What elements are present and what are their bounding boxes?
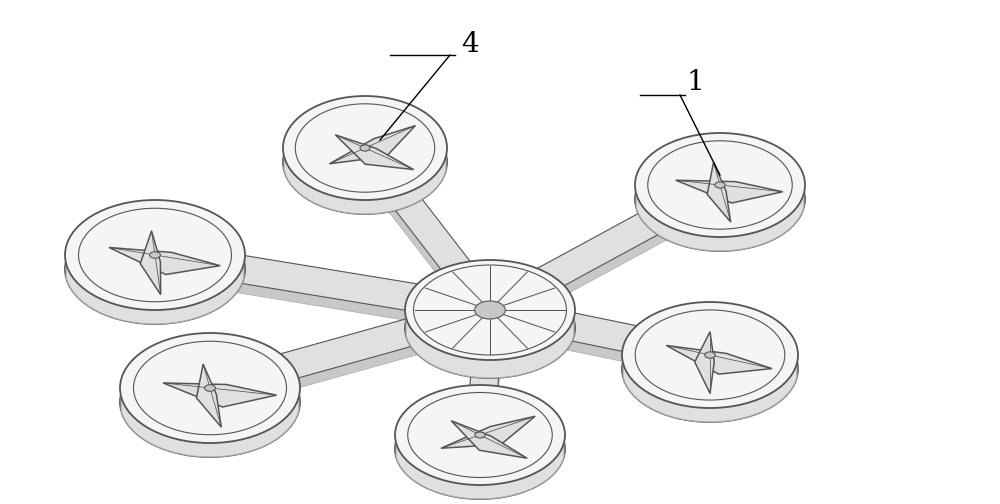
Ellipse shape	[715, 182, 725, 188]
Ellipse shape	[65, 214, 245, 324]
Polygon shape	[330, 125, 415, 164]
Polygon shape	[396, 443, 564, 499]
Polygon shape	[466, 309, 504, 436]
Ellipse shape	[705, 352, 715, 358]
Polygon shape	[196, 364, 221, 427]
Polygon shape	[695, 332, 714, 393]
Polygon shape	[666, 345, 772, 374]
Polygon shape	[483, 182, 727, 332]
Ellipse shape	[395, 399, 565, 499]
Ellipse shape	[405, 278, 575, 378]
Polygon shape	[335, 135, 413, 169]
Polygon shape	[487, 306, 713, 379]
Polygon shape	[284, 156, 446, 214]
Text: 4: 4	[461, 31, 479, 58]
Ellipse shape	[622, 302, 798, 408]
Polygon shape	[140, 231, 161, 294]
Polygon shape	[451, 421, 527, 458]
Ellipse shape	[120, 347, 300, 457]
Ellipse shape	[65, 200, 245, 310]
Ellipse shape	[635, 147, 805, 251]
Polygon shape	[354, 150, 501, 329]
Ellipse shape	[283, 110, 447, 214]
Polygon shape	[406, 318, 574, 378]
Ellipse shape	[120, 333, 300, 443]
Polygon shape	[466, 319, 504, 446]
Ellipse shape	[395, 385, 565, 485]
Ellipse shape	[283, 96, 447, 200]
Polygon shape	[676, 180, 783, 203]
Ellipse shape	[475, 432, 485, 438]
Polygon shape	[354, 140, 501, 319]
Ellipse shape	[622, 316, 798, 422]
Polygon shape	[109, 247, 220, 275]
Polygon shape	[121, 397, 299, 457]
Polygon shape	[206, 306, 494, 411]
Polygon shape	[163, 383, 276, 407]
Polygon shape	[153, 251, 492, 334]
Polygon shape	[66, 264, 244, 324]
Ellipse shape	[360, 145, 370, 151]
Text: 1: 1	[686, 69, 704, 95]
Ellipse shape	[405, 260, 575, 360]
Polygon shape	[206, 296, 494, 402]
Polygon shape	[487, 296, 713, 369]
Polygon shape	[707, 162, 731, 222]
Ellipse shape	[150, 251, 160, 259]
Polygon shape	[441, 416, 535, 448]
Ellipse shape	[635, 133, 805, 237]
Polygon shape	[483, 173, 727, 322]
Polygon shape	[153, 241, 492, 324]
Polygon shape	[636, 193, 804, 251]
Polygon shape	[623, 363, 797, 422]
Ellipse shape	[205, 385, 215, 391]
Ellipse shape	[475, 301, 505, 319]
